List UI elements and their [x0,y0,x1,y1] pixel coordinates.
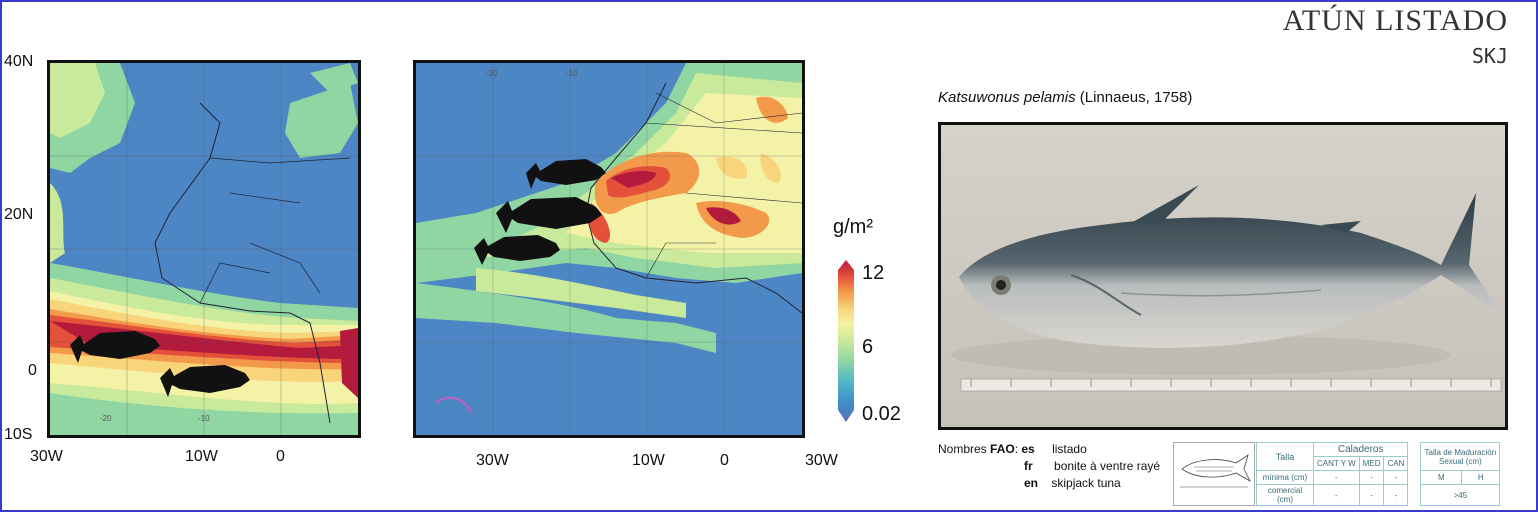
map-biomass-northwest-africa [413,60,805,438]
table-cell: - [1383,470,1409,485]
table-maturity-value: >45 [1420,484,1501,506]
fao-label: FAO [990,442,1015,456]
fao-names-label: Nombres [938,442,987,456]
table-cell: - [1358,484,1385,506]
lang-code-fr: fr [1024,459,1033,473]
name-fr: bonite à ventre rayé [1054,459,1161,473]
scientific-author: (Linnaeus, 1758) [1079,89,1193,106]
table-row-comercial: comercial (cm) [1256,484,1314,506]
table-talla: Talla [1256,442,1314,471]
map2-lon-label-30w: 30W [476,452,509,469]
size-table: Talla Caladeros Talla de Maduración Sexu… [1256,442,1501,506]
species-code: SKJ [1471,44,1508,68]
table-cell: - [1313,484,1360,506]
table-cell: - [1313,470,1360,485]
map1-lon-label-30w: 30W [30,448,63,465]
table-maduracion: Talla de Maduración Sexual (cm) [1420,442,1501,471]
map2-inner-tick-20: -20 [486,69,498,78]
map2-lon-label-0: 0 [720,452,729,469]
name-es: listado [1052,442,1087,456]
lat-label-40n: 40N [4,53,34,70]
map2-svg [416,63,802,435]
color-scale-bar [838,260,854,422]
map2-inner-tick-10: -10 [566,69,578,78]
map2-lon-label-30w-east: 30W [805,452,838,469]
lang-code-es: es [1021,442,1035,456]
map2-lon-label-10w: 10W [632,452,665,469]
table-caladeros: Caladeros [1312,442,1409,457]
map1-inner-tick-20: -20 [100,414,112,423]
lat-label-20n: 20N [4,206,34,223]
legend-unit: g/m² [833,216,873,238]
fish-sketch [1173,442,1255,506]
legend-min: 0.02 [862,403,901,425]
lat-label-10s: 10S [4,426,33,443]
lat-label-0: 0 [28,362,37,379]
map1-svg [50,63,358,435]
table-col-med: MED [1358,456,1385,471]
scientific-name: Katsuwonus pelamis (Linnaeus, 1758) [938,89,1192,106]
legend-max: 12 [862,262,885,284]
fao-names: Nombres FAO: es listado fr bonite à vent… [938,442,1160,493]
legend-mid: 6 [862,336,874,358]
fao-names-row-en: en skipjack tuna [938,476,1160,493]
page-title: ATÚN LISTADO [1282,4,1508,37]
table-col-can: CAN [1383,456,1409,471]
table-col-cant: CANT Y W [1313,456,1360,471]
scientific-name-italic: Katsuwonus pelamis [938,89,1076,106]
name-en: skipjack tuna [1051,476,1121,490]
map1-lon-label-0: 0 [276,448,285,465]
map-biomass-atlantic-wide [47,60,361,438]
table-col-m: M [1420,470,1463,485]
map1-lon-label-10w: 10W [185,448,218,465]
table-cell: - [1358,470,1385,485]
lang-code-en: en [1024,476,1039,490]
table-row-minima: mínima (cm) [1256,470,1314,485]
fish-photo [938,122,1508,430]
table-col-h: H [1461,470,1501,485]
table-cell: - [1383,484,1409,506]
map1-inner-tick-10: -10 [198,414,210,423]
fish-photo-svg [951,185,1502,392]
fish-sketch-svg [1180,454,1251,488]
fao-names-row-fr: fr bonite à ventre rayé [938,459,1160,476]
fao-names-row-es: Nombres FAO: es listado [938,442,1087,456]
